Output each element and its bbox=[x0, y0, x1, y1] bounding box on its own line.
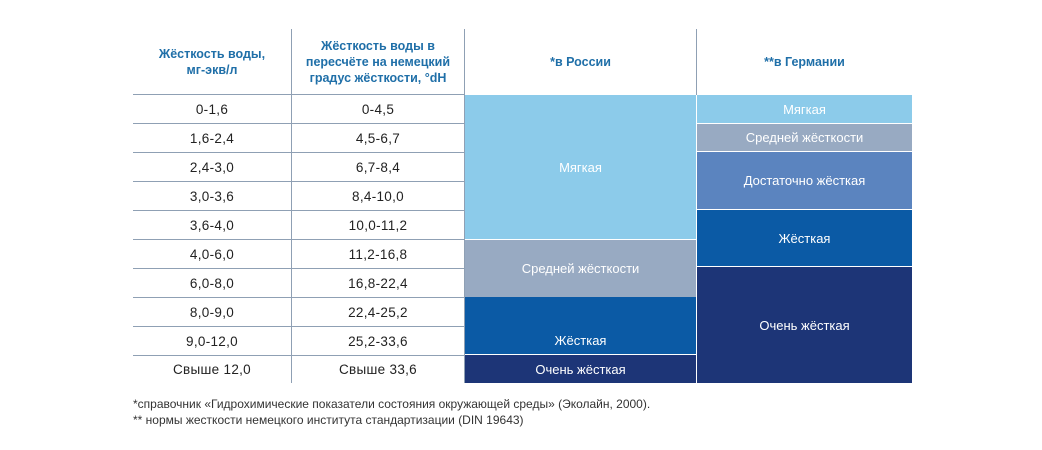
germany-band-fairly-hard: Достаточно жёсткая bbox=[697, 152, 912, 209]
cell-mg: Свыше 12,0 bbox=[173, 362, 251, 377]
germany-band-medium: Средней жёсткости bbox=[697, 124, 912, 151]
column-divider bbox=[291, 95, 292, 383]
germany-band-very-hard: Очень жёсткая bbox=[697, 267, 912, 383]
cell-mg: 3,6-4,0 bbox=[189, 218, 235, 233]
row-divider bbox=[133, 297, 464, 298]
cell-mg: 6,0-8,0 bbox=[189, 276, 235, 291]
footnote-germany: ** нормы жесткости немецкого института с… bbox=[133, 413, 524, 427]
row-divider bbox=[133, 326, 464, 327]
header-divider bbox=[696, 29, 697, 95]
cell-dh: 11,2-16,8 bbox=[348, 247, 408, 262]
cell-dh: 16,8-22,4 bbox=[348, 276, 408, 291]
header-russia: *в России bbox=[550, 55, 611, 69]
cell-dh: 10,0-11,2 bbox=[348, 218, 408, 233]
russia-band-hard: Жёсткая bbox=[465, 297, 696, 354]
header-dh: Жёсткость воды в пересчёте на немецкий г… bbox=[305, 39, 451, 85]
russia-band-very-hard: Очень жёсткая bbox=[465, 355, 696, 383]
cell-mg: 3,0-3,6 bbox=[189, 189, 235, 204]
row-divider bbox=[133, 268, 464, 269]
row-divider bbox=[133, 94, 464, 95]
header-divider bbox=[291, 29, 292, 95]
russia-band-soft: Мягкая bbox=[465, 95, 696, 239]
column-divider bbox=[464, 95, 465, 383]
row-divider bbox=[133, 210, 464, 211]
row-divider bbox=[133, 181, 464, 182]
row-divider bbox=[133, 123, 464, 124]
cell-mg: 8,0-9,0 bbox=[189, 305, 235, 320]
cell-dh: 25,2-33,6 bbox=[348, 334, 408, 349]
row-divider bbox=[133, 152, 464, 153]
cell-mg: 1,6-2,4 bbox=[189, 131, 235, 146]
cell-dh: 8,4-10,0 bbox=[352, 189, 404, 204]
cell-dh: 22,4-25,2 bbox=[348, 305, 408, 320]
cell-mg: 9,0-12,0 bbox=[186, 334, 238, 349]
cell-mg: 4,0-6,0 bbox=[189, 247, 235, 262]
germany-band-hard: Жёсткая bbox=[697, 210, 912, 266]
cell-dh: Свыше 33,6 bbox=[339, 362, 417, 377]
row-divider bbox=[133, 239, 464, 240]
russia-band-medium: Средней жёсткости bbox=[465, 240, 696, 297]
cell-mg: 2,4-3,0 bbox=[189, 160, 235, 175]
footnote-russia: *справочник «Гидрохимические показатели … bbox=[133, 397, 651, 411]
germany-band-soft: Мягкая bbox=[697, 95, 912, 123]
cell-mg: 0-1,6 bbox=[195, 102, 229, 117]
cell-dh: 4,5-6,7 bbox=[355, 131, 401, 146]
header-mg-ekv: Жёсткость воды, мг-экв/л bbox=[158, 47, 266, 77]
cell-dh: 0-4,5 bbox=[361, 102, 395, 117]
cell-dh: 6,7-8,4 bbox=[355, 160, 401, 175]
header-divider bbox=[464, 29, 465, 95]
header-germany: **в Германии bbox=[764, 55, 845, 69]
row-divider bbox=[133, 355, 464, 356]
